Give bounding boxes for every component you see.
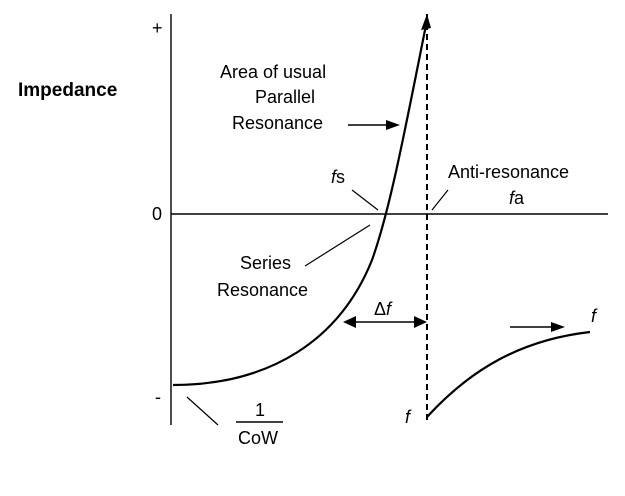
series-label-line1: Series [240, 253, 291, 273]
y-tick-plus: + [152, 18, 163, 38]
y-tick-zero: 0 [152, 204, 162, 224]
f-right-label: f [591, 306, 598, 326]
fa-label: fa [509, 188, 525, 208]
impedance-curve-series [172, 19, 429, 387]
delta-f-var: f [386, 299, 393, 319]
fraction-leader-line [186, 396, 219, 426]
impedance-curve-antiresonance [426, 330, 591, 418]
fa-label-var: f [509, 188, 516, 208]
parallel-arrowhead [386, 120, 400, 130]
delta-f-sym: Δ [374, 299, 386, 319]
fs-label-var: f [331, 167, 338, 187]
fs-label-sub: s [336, 167, 345, 187]
fs-label: fs [331, 167, 345, 187]
delta-f-arrowhead-left [343, 316, 356, 328]
parallel-label-line2: Parallel [255, 87, 315, 107]
y-tick-minus: - [155, 387, 161, 407]
fa-label-sub: a [514, 188, 525, 208]
fa-leader-line [431, 189, 449, 211]
fraction-denominator: CoW [238, 428, 278, 448]
parallel-label-line3: Resonance [232, 113, 323, 133]
frequency-arrowhead [551, 322, 565, 332]
f-bottom-label: f [405, 407, 412, 427]
fraction-numerator: 1 [255, 400, 265, 420]
anti-resonance-label: Anti-resonance [448, 162, 569, 182]
parallel-label-line1: Area of usual [220, 62, 326, 82]
delta-f-label: Δf [374, 299, 393, 319]
delta-f-arrowhead-right [414, 316, 427, 328]
series-label-line2: Resonance [217, 280, 308, 300]
curve-top-arrowhead [421, 14, 431, 30]
series-leader-line [304, 224, 371, 267]
y-axis-title: Impedance [18, 80, 117, 101]
fs-leader-line [351, 189, 379, 211]
